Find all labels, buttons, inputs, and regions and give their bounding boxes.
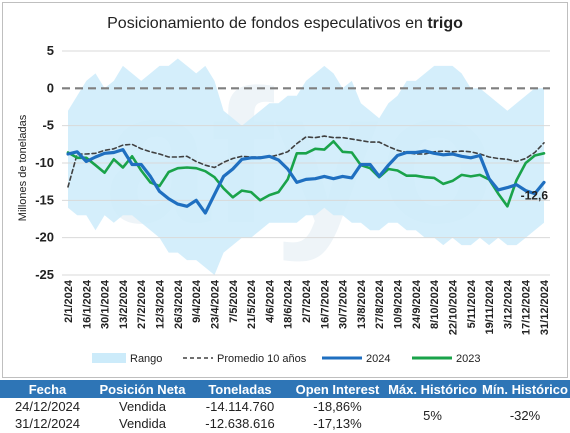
header-toneladas: Toneladas <box>190 380 290 398</box>
end-value-label: -12,6 <box>521 188 549 202</box>
header-max-historico: Máx. Histórico <box>385 380 480 398</box>
range-band <box>68 58 544 275</box>
y-tick-label: 0 <box>47 80 54 95</box>
gridlines <box>62 50 550 276</box>
x-tick-label: 16/1/2024 <box>81 279 93 329</box>
x-tick-label: 26/3/2024 <box>173 279 185 329</box>
header-min-historico: Mín. Histórico <box>480 380 570 398</box>
x-tick-label: 7/5/2024 <box>228 279 240 323</box>
cell-posicion: Vendida <box>119 416 166 431</box>
legend-label: 2023 <box>456 353 480 365</box>
cell-posicion: Vendida <box>119 399 166 414</box>
legend-swatch-range <box>92 353 126 363</box>
cell-fecha: 31/12/2024 <box>14 416 81 431</box>
x-tick-label: 23/4/2024 <box>209 279 221 329</box>
x-tick-label: 16/7/2024 <box>319 279 331 329</box>
x-tick-label: 13/8/2024 <box>356 279 368 329</box>
header-open-interest: Open Interest <box>290 380 385 398</box>
y-tick-label: -15 <box>35 192 54 207</box>
y-axis-label: Millones de toneladas <box>17 114 29 221</box>
x-tick-label: 5/11/2024 <box>466 279 478 328</box>
legend-item: 2024 <box>322 353 390 365</box>
table-row: 24/12/2024 Vendida -14.114.760 -18,86% 5… <box>0 398 570 423</box>
cell-toneladas: -12.638.616 <box>205 416 275 431</box>
legend-item: Rango <box>92 353 162 365</box>
x-tick-label: 3/12/2024 <box>502 279 514 329</box>
x-tick-label: 18/6/2024 <box>283 279 295 329</box>
x-tick-labels: 2/1/2024 16/1/2024 30/1/2024 13/2/2024 27/2/… <box>63 279 551 335</box>
y-tick-label: 5 <box>47 43 54 58</box>
y-tick-label: -20 <box>35 230 54 245</box>
legend-label: Rango <box>130 353 162 365</box>
x-tick-label: 24/9/2024 <box>411 279 423 329</box>
chart: Posicionamiento de fondos especulativos … <box>17 15 551 365</box>
series-line-2023 <box>66 140 546 208</box>
x-tick-label: 21/5/2024 <box>246 279 258 329</box>
x-tick-label: 30/1/2024 <box>100 279 112 329</box>
stats-table: Fecha Posición Neta Toneladas Open Inter… <box>0 380 570 432</box>
x-tick-label: 2/7/2024 <box>301 279 313 323</box>
cell-toneladas: -14.114.760 <box>205 399 275 414</box>
range-area <box>68 58 544 275</box>
x-tick-label: 2/1/2024 <box>63 279 75 323</box>
chart-title: Posicionamiento de fondos especulativos … <box>107 15 463 32</box>
legend-label: Promedio 10 años <box>217 353 307 365</box>
y-tick-labels: 5 0 -5 -10 -15 -20 -25 <box>35 43 54 282</box>
x-tick-label: 22/10/2024 <box>447 279 459 335</box>
x-tick-label: 17/12/2024 <box>521 279 533 335</box>
cell-open-interest: -18,86% <box>313 399 362 414</box>
x-tick-label: 10/9/2024 <box>393 279 405 329</box>
chart-title-main: Posicionamiento de fondos especulativos … <box>107 15 427 32</box>
legend-label: 2024 <box>366 353 390 365</box>
y-tick-label: -5 <box>42 118 54 133</box>
legend-item: 2023 <box>412 353 480 365</box>
y-tick-label: -10 <box>35 155 54 170</box>
cell-fecha: 24/12/2024 <box>14 399 81 414</box>
x-tick-label: 27/8/2024 <box>374 279 386 329</box>
x-tick-label: 12/3/2024 <box>155 279 167 329</box>
series-lines <box>66 135 546 215</box>
series-line-promedio <box>67 135 545 188</box>
x-tick-label: 30/7/2024 <box>338 279 350 329</box>
legend: Rango Promedio 10 años 2024 2023 <box>92 353 480 365</box>
x-tick-label: 4/6/2024 <box>264 279 276 323</box>
legend-item: Promedio 10 años <box>183 353 307 365</box>
chart-title-bold: trigo <box>427 15 463 32</box>
x-tick-label: 19/11/2024 <box>484 279 496 334</box>
x-tick-label: 27/2/2024 <box>136 279 148 329</box>
header-posicion-neta: Posición Neta <box>95 380 190 398</box>
cell-open-interest: -17,13% <box>313 416 362 431</box>
cell-max-historico: 5% <box>423 407 442 423</box>
header-fecha: Fecha <box>0 380 95 398</box>
x-tick-label: 9/4/2024 <box>191 279 203 323</box>
table-header-row: Fecha Posición Neta Toneladas Open Inter… <box>0 380 570 398</box>
x-tick-label: 31/12/2024 <box>539 279 551 335</box>
y-tick-label: -25 <box>35 267 54 282</box>
cell-min-historico: -32% <box>509 407 541 423</box>
table-row: 31/12/2024 Vendida -12.638.616 -17,13% <box>0 415 570 432</box>
x-tick-label: 13/2/2024 <box>118 279 130 329</box>
series-line-2024 <box>66 148 546 215</box>
x-tick-label: 8/10/2024 <box>429 279 441 329</box>
